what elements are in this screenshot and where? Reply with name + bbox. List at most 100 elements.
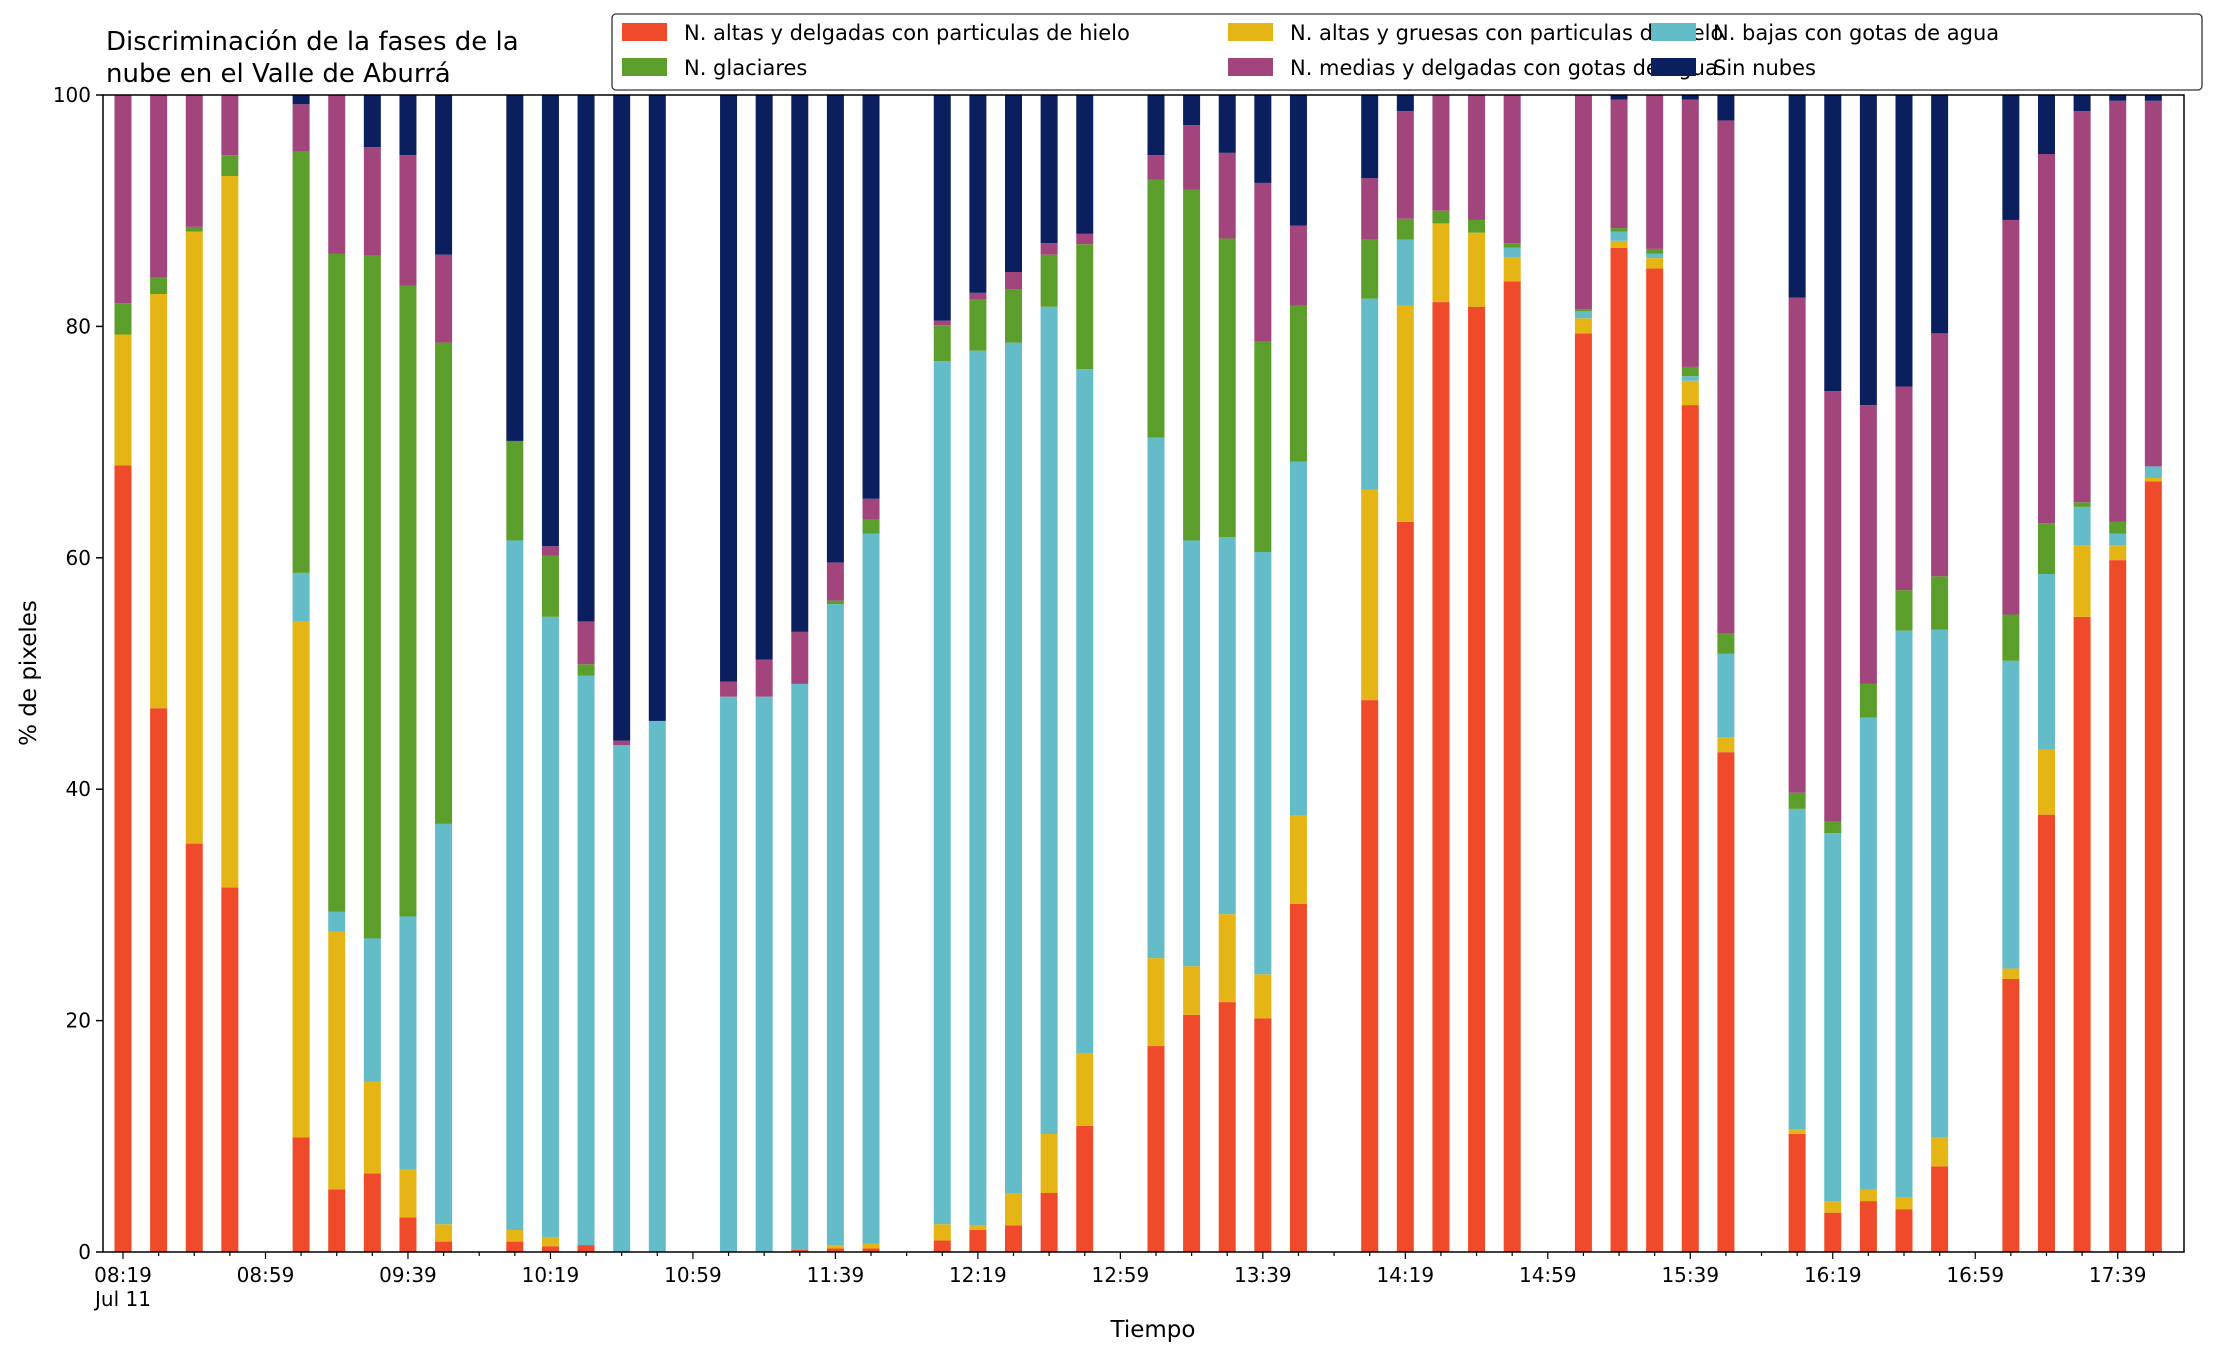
bar-stack xyxy=(1361,95,1379,1252)
bar-segment xyxy=(1610,231,1628,241)
bar-segment xyxy=(1468,219,1486,233)
legend-swatch xyxy=(1228,58,1273,76)
x-tick-label: 10:19 xyxy=(522,1263,580,1287)
bar-segment xyxy=(1147,155,1165,180)
bar-segment xyxy=(1824,1212,1842,1252)
bar-segment xyxy=(1788,808,1806,1130)
bar-segment xyxy=(577,95,595,622)
bar-segment xyxy=(577,675,595,1246)
y-tick-label: 0 xyxy=(78,1240,91,1264)
bar-stack xyxy=(1503,95,1521,1252)
bar-segment xyxy=(399,155,417,286)
bar-segment xyxy=(969,350,987,1226)
bar-segment xyxy=(826,1245,844,1249)
bar-segment xyxy=(1005,289,1022,343)
y-tick-label: 80 xyxy=(66,314,91,338)
bar-segment xyxy=(1681,405,1699,1253)
legend-item: N. altas y gruesas con particulas de hie… xyxy=(1228,21,1723,45)
bar-segment xyxy=(1076,244,1094,370)
legend-swatch xyxy=(622,23,667,41)
bar-segment xyxy=(435,1224,453,1242)
bar-segment xyxy=(2144,95,2162,101)
bar-stack xyxy=(1254,95,1272,1252)
bar-segment xyxy=(150,294,168,709)
bar-segment xyxy=(1254,974,1272,1019)
x-tick-label: 09:39 xyxy=(379,1263,437,1287)
bar-segment xyxy=(1005,95,1022,273)
legend-item: N. bajas con gotas de agua xyxy=(1651,21,1999,45)
bar-segment xyxy=(2144,477,2162,482)
bar-segment xyxy=(1717,95,1735,121)
bar-segment xyxy=(292,104,310,152)
bar-segment xyxy=(1681,99,1699,367)
bar-segment xyxy=(1254,1018,1272,1252)
bar-segment xyxy=(1788,1133,1806,1252)
bar-segment xyxy=(114,303,132,335)
bar-segment xyxy=(292,151,310,573)
bar-segment xyxy=(2109,95,2127,101)
bar-segment xyxy=(221,155,239,176)
bar-segment xyxy=(1005,1192,1022,1226)
bar-segment xyxy=(933,1240,951,1252)
bar-segment xyxy=(577,664,595,676)
bar-segment xyxy=(1432,223,1450,303)
bar-segment xyxy=(1040,1133,1058,1193)
legend-item: N. medias y delgadas con gotas de agua xyxy=(1228,56,1718,80)
bar-segment xyxy=(1788,95,1806,298)
bar-segment xyxy=(1824,833,1842,1202)
bar-segment xyxy=(1503,281,1521,1252)
plot-frame xyxy=(102,94,2185,1253)
bar-segment xyxy=(1183,1014,1201,1252)
bar-segment xyxy=(2002,660,2020,969)
bar-segment xyxy=(1717,120,1735,633)
bar-segment xyxy=(541,616,559,1237)
bar-segment xyxy=(933,361,951,1225)
bar-stack xyxy=(720,95,738,1252)
bar-segment xyxy=(1574,95,1592,310)
bar-segment xyxy=(506,540,524,1231)
x-tick-label: 13:39 xyxy=(1234,1263,1292,1287)
legend: N. altas y delgadas con particulas de hi… xyxy=(611,13,2203,91)
bar-segment xyxy=(1005,272,1022,290)
bar-segment xyxy=(2144,481,2162,1252)
bar-segment xyxy=(1681,380,1699,406)
bar-segment xyxy=(1610,99,1628,229)
bar-segment xyxy=(1218,914,1236,1003)
x-tick-label: 17:39 xyxy=(2089,1263,2147,1287)
bar-segment xyxy=(1183,966,1201,1015)
bar-segment xyxy=(1859,405,1877,684)
legend-item: N. altas y delgadas con particulas de hi… xyxy=(622,21,1130,45)
bar-stack xyxy=(114,95,132,1252)
bar-segment xyxy=(1717,653,1735,738)
x-tick-label: 14:19 xyxy=(1376,1263,1434,1287)
bar-segment xyxy=(1503,256,1521,282)
bar-segment xyxy=(1574,311,1592,319)
bar-segment xyxy=(1931,576,1949,630)
bar-segment xyxy=(1040,306,1058,1134)
bar-segment xyxy=(1468,95,1486,220)
bar-segment xyxy=(1289,225,1307,306)
bar-segment xyxy=(1218,95,1236,153)
y-tick-label: 20 xyxy=(66,1009,91,1033)
legend-swatch xyxy=(1651,23,1696,41)
bar-stack xyxy=(1824,95,1842,1252)
bar-segment xyxy=(826,562,844,601)
chart-title-line-2: nube en el Valle de Aburrá xyxy=(106,59,451,89)
bar-segment xyxy=(185,231,203,844)
bar-segment xyxy=(1859,683,1877,718)
bar-segment xyxy=(363,255,381,939)
bar-segment xyxy=(1824,391,1842,822)
bar-segment xyxy=(862,95,880,499)
bar-segment xyxy=(1681,95,1699,100)
bar-segment xyxy=(435,254,453,343)
bar-segment xyxy=(541,555,559,617)
bar-segment xyxy=(1468,306,1486,1253)
bar-segment xyxy=(1289,95,1307,226)
bar-segment xyxy=(1076,369,1094,1054)
bar-stack xyxy=(1717,95,1735,1252)
bar-segment xyxy=(1895,95,1913,387)
bar-stack xyxy=(1788,95,1806,1252)
bar-stack xyxy=(2037,95,2055,1252)
bar-segment xyxy=(328,253,346,912)
bar-segment xyxy=(2073,545,2091,617)
